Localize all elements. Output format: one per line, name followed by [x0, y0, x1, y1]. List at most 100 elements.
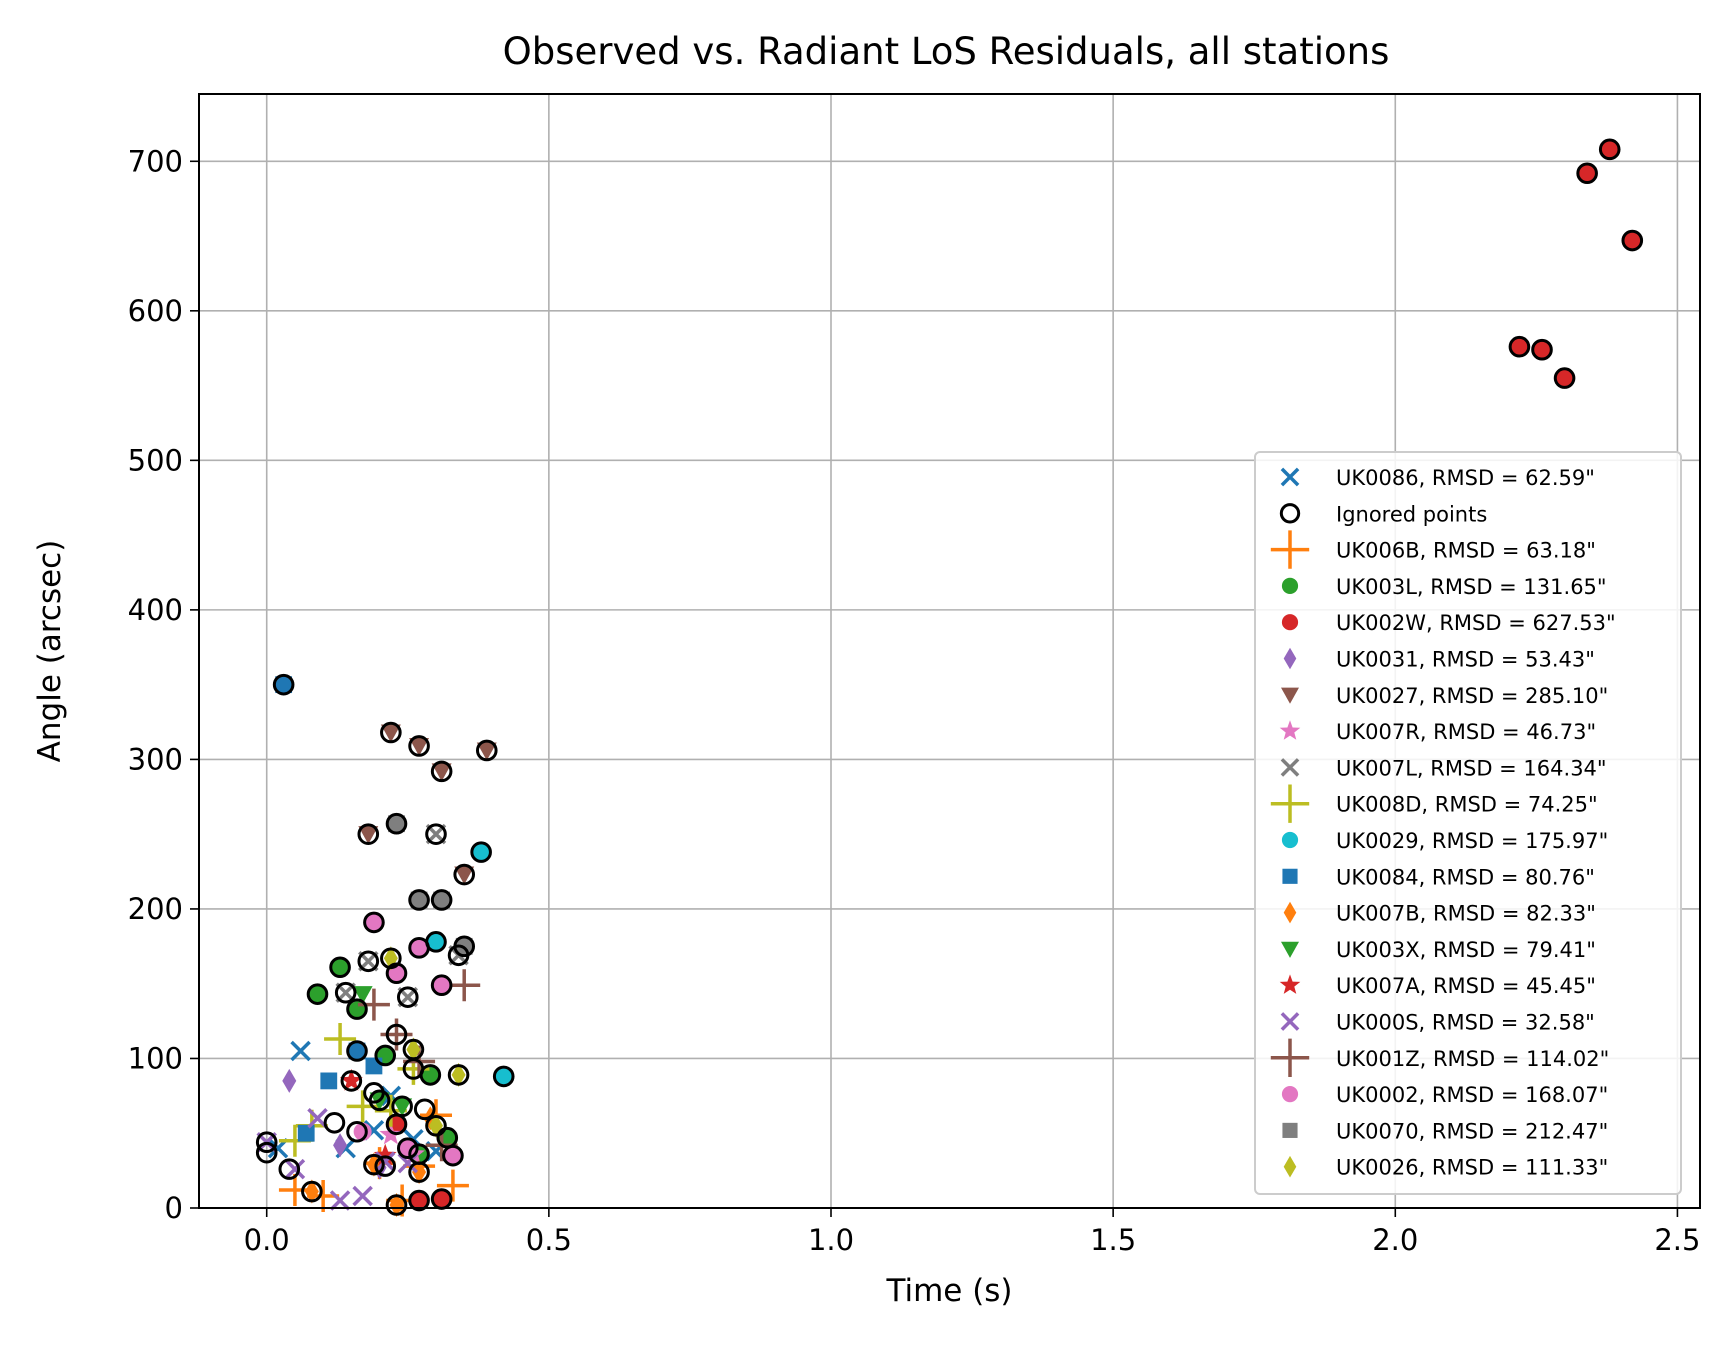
data-point — [333, 1133, 348, 1158]
ignored-point — [385, 812, 408, 835]
data-point — [1533, 340, 1551, 359]
ignored-point — [346, 998, 368, 1020]
legend-label: UK0070, RMSD = 212.47" — [1336, 1119, 1608, 1143]
marker-shape — [380, 721, 402, 744]
legend-marker — [1283, 1155, 1297, 1178]
legend-marker — [1281, 831, 1299, 849]
data-point — [275, 676, 293, 694]
marker-shape — [380, 947, 402, 970]
marker-shape — [431, 763, 452, 782]
marker-shape — [380, 724, 401, 743]
marker-shape — [432, 976, 451, 995]
marker-shape — [402, 1058, 425, 1080]
x-tick-label: 2.0 — [1372, 1223, 1418, 1257]
marker-shape — [425, 823, 447, 845]
ignored-point — [396, 986, 419, 1008]
legend-label: UK0002, RMSD = 168.07" — [1336, 1083, 1608, 1107]
data-point — [412, 1160, 427, 1185]
ignored-point — [346, 1040, 368, 1062]
legend-entry: UK0031, RMSD = 53.43" — [1283, 647, 1595, 672]
marker-shape — [1578, 164, 1597, 183]
ignored-point — [255, 1141, 278, 1164]
marker-shape — [348, 1042, 366, 1060]
legend-marker — [1270, 784, 1310, 823]
marker-shape — [1510, 337, 1529, 356]
marker-shape — [352, 1185, 373, 1207]
marker-shape — [1283, 647, 1297, 670]
marker-shape — [408, 1143, 430, 1165]
legend-marker — [1281, 1086, 1299, 1103]
marker-shape — [408, 735, 430, 757]
legend-label: UK006B, RMSD = 63.18" — [1336, 539, 1596, 563]
ignored-point — [430, 760, 453, 783]
marker-shape — [278, 1174, 311, 1207]
ignored-point — [1576, 162, 1598, 185]
marker-shape — [406, 1037, 421, 1062]
ignored-point — [385, 1023, 408, 1046]
data-point — [436, 1169, 469, 1202]
data-point — [410, 938, 429, 957]
marker-shape — [413, 1098, 436, 1121]
legend-entry: UK007R, RMSD = 46.73" — [1279, 720, 1596, 744]
marker-shape — [275, 676, 293, 694]
data-point — [331, 958, 350, 977]
legend-entry: UK007B, RMSD = 82.33" — [1283, 901, 1596, 926]
x-tick-label: 1.5 — [1090, 1223, 1136, 1257]
data-point — [353, 1122, 372, 1141]
ignored-point — [1598, 138, 1621, 161]
ignored-point — [1508, 335, 1531, 358]
marker-shape — [392, 1098, 413, 1117]
marker-shape — [255, 1131, 278, 1154]
marker-shape — [357, 988, 390, 1021]
legend-entry: UK0070, RMSD = 212.47" — [1282, 1119, 1608, 1143]
ignored-point — [323, 1111, 346, 1134]
marker-shape — [1283, 901, 1297, 924]
ignored-point — [408, 1189, 430, 1212]
ignored-point — [363, 911, 385, 934]
legend-marker — [1281, 687, 1299, 704]
y-tick-label: 100 — [128, 1041, 183, 1075]
data-point — [433, 891, 451, 909]
marker-shape — [1281, 577, 1299, 595]
data-point — [1555, 369, 1574, 388]
data-point — [297, 1124, 315, 1142]
x-tick-label: 0.5 — [526, 1223, 572, 1257]
marker-shape — [320, 1072, 338, 1090]
marker-shape — [1555, 369, 1574, 388]
data-point — [443, 1146, 462, 1165]
marker-shape — [1281, 941, 1299, 958]
marker-shape — [442, 1144, 464, 1167]
data-point — [431, 763, 452, 782]
marker-shape — [329, 1190, 351, 1211]
data-point — [357, 988, 390, 1021]
marker-shape — [1508, 335, 1531, 358]
legend-label: UK007L, RMSD = 164.34" — [1336, 756, 1607, 780]
marker-shape — [1279, 720, 1301, 740]
legend: UK0086, RMSD = 62.59" Ignored points UK006… — [1254, 451, 1682, 1195]
marker-shape — [409, 737, 430, 756]
marker-shape — [453, 863, 476, 886]
legend-label: UK007A, RMSD = 45.45" — [1336, 974, 1596, 998]
marker-shape — [427, 932, 445, 951]
legend-label: UK0031, RMSD = 53.43" — [1336, 648, 1595, 672]
marker-shape — [306, 983, 329, 1005]
data-point — [432, 1190, 451, 1209]
legend-marker — [1270, 1038, 1310, 1077]
marker-shape — [389, 1193, 404, 1218]
marker-shape — [334, 981, 357, 1004]
ignored-point — [329, 956, 351, 979]
data-point — [432, 976, 451, 995]
legend-label: UK003L, RMSD = 131.65" — [1336, 575, 1607, 599]
data-point — [282, 1068, 297, 1093]
marker-shape — [374, 1044, 397, 1067]
marker-shape — [1282, 868, 1298, 884]
legend-marker — [1279, 720, 1301, 740]
legend-entry: UK002W, RMSD = 627.53" — [1281, 611, 1616, 635]
ignored-point — [425, 1114, 447, 1137]
marker-shape — [1281, 614, 1299, 631]
marker-shape — [1281, 831, 1299, 849]
data-point — [329, 1190, 351, 1211]
marker-shape — [1282, 1122, 1298, 1138]
marker-shape — [340, 1070, 363, 1092]
ignored-point — [442, 1144, 464, 1167]
